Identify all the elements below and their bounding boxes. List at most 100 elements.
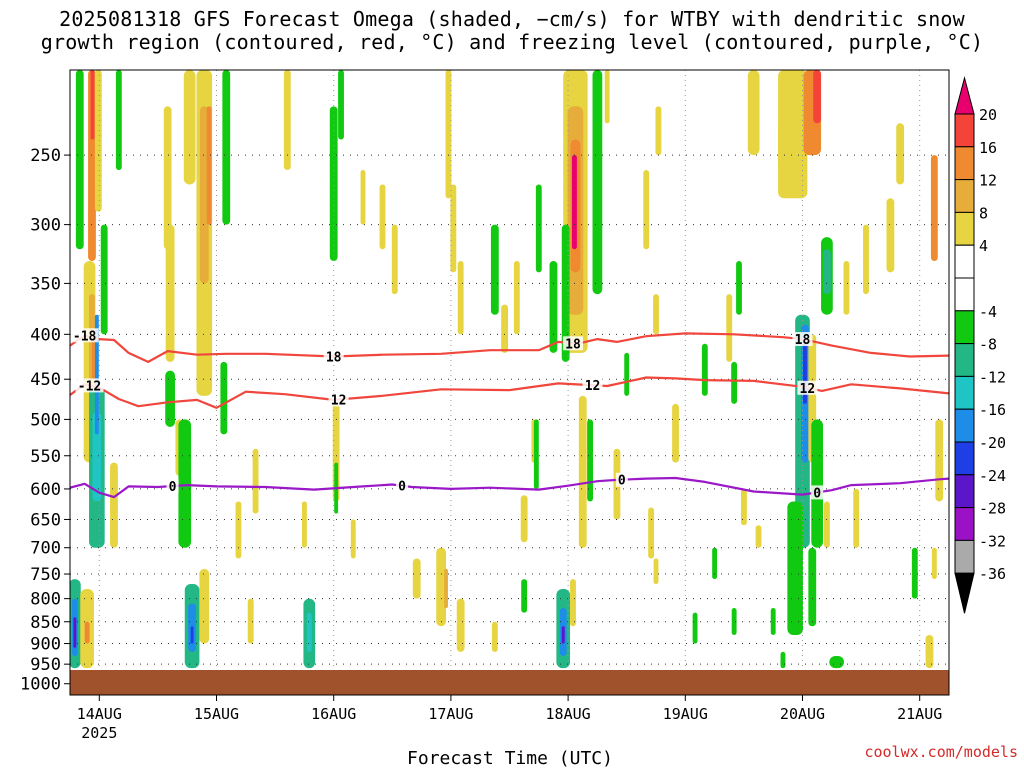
y-tick-label: 250 (30, 146, 61, 166)
omega-shade-cell (520, 495, 528, 543)
omega-shade-cell (436, 547, 447, 627)
contour-label: 0 (618, 474, 626, 489)
contour-label: 0 (813, 486, 821, 501)
ground-band (70, 670, 949, 695)
omega-shade-cell (252, 448, 259, 514)
y-tick-label: 350 (30, 274, 61, 294)
grid-layer (70, 70, 949, 695)
y-tick-label: 550 (30, 447, 61, 467)
omega-shade-cell (91, 334, 95, 380)
omega-shade-cell (190, 626, 194, 644)
omega-shade-cell (360, 170, 366, 225)
x-axis-label: Forecast Time (UTC) (407, 748, 613, 768)
x-tick-label: 15AUG (194, 705, 239, 723)
colorbar-label: -16 (979, 401, 1006, 419)
contour-label-bg (811, 485, 824, 500)
omega-shade-cell (731, 361, 738, 404)
colorbar-label: 20 (979, 106, 997, 124)
contour-label-bg (323, 349, 344, 364)
omega-shade-cell (206, 106, 212, 225)
colorbar-label: -36 (979, 565, 1006, 583)
omega-shade-cell (445, 70, 452, 199)
omega-shade-cell (911, 547, 918, 599)
y-tick-label: 400 (30, 325, 61, 345)
omega-shade-cell (823, 249, 831, 295)
contour-label: -12 (78, 379, 101, 394)
omega-shade-cell (73, 617, 77, 648)
colorbar-segment (954, 539, 975, 574)
omega-shade-cell (110, 462, 118, 548)
omega-shade-cell (808, 547, 817, 627)
credit-link[interactable]: coolwx.com/models (864, 743, 1018, 761)
omega-shade-cell (736, 260, 742, 315)
omega-shade-cell (726, 294, 733, 362)
colorbar: 20 16 12 8 4 -4 -8 -12 -16 -20 -24 -28 -32 -36 (954, 76, 1006, 614)
omega-shade-cell (931, 547, 937, 580)
y-tick-label: 850 (30, 613, 61, 633)
omega-shade-cell (570, 579, 576, 627)
omega-shade-cell (829, 656, 845, 669)
omega-shade-cell (561, 224, 570, 362)
contour-label-bg (396, 478, 409, 493)
colorbar-label: -12 (979, 368, 1006, 386)
contour-label: 18 (565, 337, 581, 352)
omega-shade-cell (84, 621, 90, 644)
x-tick-year-label: 2025 (81, 724, 117, 742)
colorbar-segment (954, 277, 975, 312)
y-tick-label: 900 (30, 635, 61, 655)
colorbar-segment (954, 474, 975, 509)
y-tick-label: 750 (30, 565, 61, 585)
omega-shade-cell (886, 198, 895, 273)
colorbar-top-arrow (954, 76, 975, 115)
omega-shade-cell (222, 70, 231, 225)
omega-shade-cell (755, 525, 762, 548)
colorbar-label: -32 (979, 532, 1006, 550)
colorbar-segment (954, 113, 975, 148)
omega-shade-cell (813, 70, 822, 124)
plot-frame (69, 69, 950, 696)
colorbar-bottom-arrow (954, 572, 975, 614)
x-tick-label: 14AUG (77, 705, 122, 723)
contour-label-bg (792, 332, 813, 347)
colorbar-label: -24 (979, 467, 1006, 485)
x-tick-label: 17AUG (428, 705, 473, 723)
omega-shade-cell (178, 419, 192, 548)
omega-shade-cell (444, 568, 448, 609)
contour-label-bg (75, 378, 104, 393)
y-tick-label: 600 (30, 480, 61, 500)
omega-shade-cell (561, 626, 565, 644)
omega-shade-cell (491, 621, 498, 652)
omega-shade-cell (94, 70, 102, 212)
omega-shade-cell (770, 608, 776, 635)
omega-shade-cell (163, 106, 172, 250)
omega-shade-cell (283, 70, 291, 171)
x-tick-label: 18AUG (546, 705, 591, 723)
contour-layer: -18 18 18 18 -12 12 12 12 0 0 0 0 (70, 328, 949, 501)
omega-shade-cell (549, 260, 558, 353)
y-tick-label: 1000 (20, 675, 61, 695)
omega-shade-cell (653, 558, 659, 585)
colorbar-label: -28 (979, 500, 1006, 518)
contour-label-bg (615, 472, 628, 487)
y-tick-label: 800 (30, 590, 61, 610)
chart-title-line2: growth region (contoured, red, °C) and f… (40, 30, 984, 54)
contour-label: 12 (585, 379, 601, 394)
contour-label: 0 (169, 480, 177, 495)
omega-shade-cell (925, 634, 934, 669)
omega-shade-cell (604, 70, 610, 124)
colorbar-label: 16 (979, 139, 997, 157)
colorbar-label: 4 (979, 237, 988, 255)
colorbar-segment (954, 179, 975, 213)
omega-shade-cell (501, 304, 509, 353)
omega-shade-cell (490, 224, 499, 315)
omega-shade-cell (457, 260, 464, 335)
omega-shade-cell (672, 403, 679, 463)
omega-shade-cell (350, 519, 356, 559)
colorbar-segment (954, 375, 975, 410)
colorbar-label: -20 (979, 434, 1006, 452)
contour-label-bg (70, 328, 99, 343)
omega-shade-cell (450, 184, 457, 273)
omega-shade-cell (220, 361, 228, 435)
